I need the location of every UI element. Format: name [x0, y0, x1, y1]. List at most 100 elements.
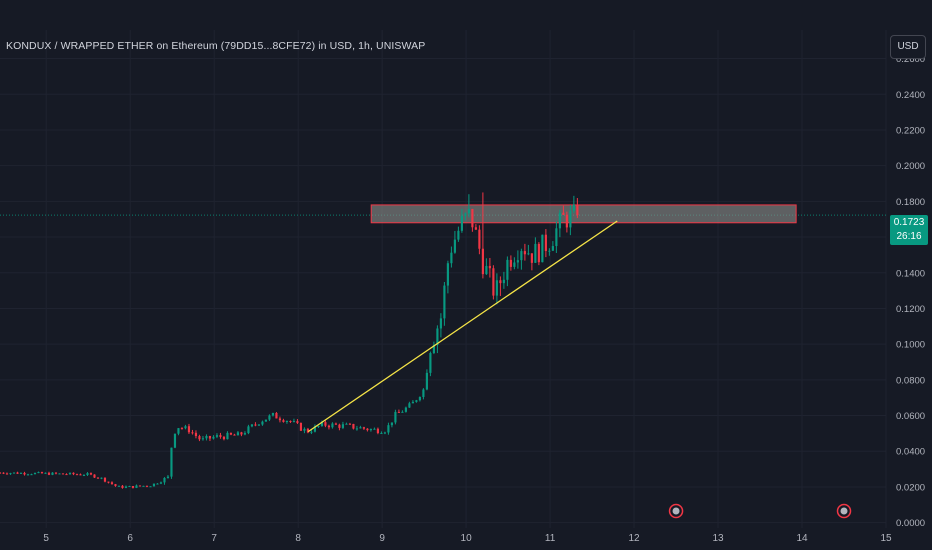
candle-body[interactable]: [341, 424, 345, 428]
candle-body[interactable]: [117, 485, 121, 487]
candle-body[interactable]: [254, 424, 257, 426]
candle-body[interactable]: [306, 428, 310, 433]
candle-body[interactable]: [208, 436, 212, 439]
candle-body[interactable]: [334, 423, 338, 425]
candle-body[interactable]: [82, 475, 86, 477]
candle-body[interactable]: [576, 204, 579, 216]
candle-body[interactable]: [159, 482, 163, 484]
candle-body[interactable]: [425, 372, 428, 390]
candle-body[interactable]: [12, 472, 16, 474]
candle-body[interactable]: [131, 486, 135, 488]
candle-body[interactable]: [61, 473, 65, 475]
candle-body[interactable]: [180, 428, 184, 430]
candle-body[interactable]: [194, 432, 198, 437]
candle-body[interactable]: [250, 424, 254, 427]
candle-body[interactable]: [355, 428, 359, 430]
candle-body[interactable]: [376, 428, 379, 434]
candle-body[interactable]: [229, 432, 233, 435]
candle-body[interactable]: [19, 472, 23, 474]
candle-body[interactable]: [264, 419, 268, 422]
candle-body[interactable]: [436, 328, 439, 345]
candle-body[interactable]: [481, 248, 484, 275]
candle-body[interactable]: [93, 474, 96, 478]
candle-body[interactable]: [474, 227, 477, 230]
candle-body[interactable]: [191, 432, 194, 434]
candle-body[interactable]: [373, 428, 376, 430]
candle-body[interactable]: [121, 485, 124, 488]
candle-body[interactable]: [534, 243, 537, 263]
candle-body[interactable]: [387, 425, 390, 433]
candle-body[interactable]: [527, 253, 530, 255]
candle-body[interactable]: [275, 412, 278, 419]
candle-body[interactable]: [26, 474, 30, 476]
candle-body[interactable]: [261, 421, 264, 425]
candle-body[interactable]: [198, 436, 201, 440]
candle-body[interactable]: [114, 484, 117, 486]
candle-body[interactable]: [135, 485, 138, 488]
candle-body[interactable]: [278, 418, 282, 421]
candle-body[interactable]: [383, 432, 386, 434]
candle-body[interactable]: [110, 482, 114, 485]
candle-body[interactable]: [418, 396, 421, 401]
candle-body[interactable]: [411, 401, 414, 404]
candle-body[interactable]: [68, 472, 72, 475]
candle-body[interactable]: [212, 436, 215, 439]
candle-body[interactable]: [390, 422, 393, 426]
candle-body[interactable]: [152, 483, 156, 487]
candle-body[interactable]: [429, 353, 432, 373]
candle-body[interactable]: [450, 252, 453, 264]
candle-body[interactable]: [65, 474, 68, 476]
candle-body[interactable]: [401, 411, 404, 413]
candle-body[interactable]: [103, 477, 107, 482]
currency-selector-button[interactable]: USD: [890, 35, 926, 59]
candle-body[interactable]: [145, 485, 149, 487]
candle-body[interactable]: [548, 250, 551, 252]
candle-body[interactable]: [51, 472, 54, 475]
candle-body[interactable]: [530, 253, 533, 263]
candle-body[interactable]: [541, 234, 544, 263]
candle-body[interactable]: [100, 477, 103, 479]
candle-body[interactable]: [422, 389, 425, 397]
candle-body[interactable]: [415, 400, 418, 402]
candle-body[interactable]: [555, 228, 558, 247]
candle-body[interactable]: [187, 426, 191, 433]
candle-body[interactable]: [558, 212, 561, 229]
candle-body[interactable]: [89, 473, 93, 475]
candle-body[interactable]: [54, 472, 58, 474]
candle-body[interactable]: [439, 318, 442, 329]
resistance-zone-rectangle[interactable]: [370, 204, 797, 224]
candle-body[interactable]: [289, 421, 292, 423]
candle-body[interactable]: [86, 473, 89, 476]
candle-body[interactable]: [23, 472, 26, 475]
candle-body[interactable]: [205, 436, 208, 439]
candle-body[interactable]: [9, 473, 12, 475]
candle-body[interactable]: [394, 411, 397, 423]
candle-body[interactable]: [509, 259, 512, 267]
candle-body[interactable]: [310, 431, 313, 433]
candle-body[interactable]: [33, 472, 37, 475]
candle-body[interactable]: [0, 472, 2, 474]
candle-body[interactable]: [380, 433, 383, 435]
candle-body[interactable]: [222, 436, 226, 440]
candle-body[interactable]: [16, 472, 19, 474]
candle-body[interactable]: [30, 474, 33, 476]
candle-body[interactable]: [443, 285, 446, 319]
candle-body[interactable]: [348, 423, 352, 425]
candle-body[interactable]: [320, 422, 324, 427]
candle-body[interactable]: [520, 251, 523, 261]
candle-body[interactable]: [107, 481, 110, 483]
candle-body[interactable]: [247, 426, 250, 434]
candle-body[interactable]: [432, 344, 435, 354]
candle-body[interactable]: [142, 485, 145, 487]
candle-body[interactable]: [408, 403, 411, 408]
candle-body[interactable]: [457, 230, 460, 240]
candle-body[interactable]: [446, 263, 449, 286]
candle-body[interactable]: [219, 435, 222, 437]
candle-body[interactable]: [233, 434, 236, 436]
candle-body[interactable]: [257, 424, 261, 426]
candle-body[interactable]: [513, 262, 516, 267]
candle-body[interactable]: [177, 428, 180, 434]
support-trendline[interactable]: [307, 220, 618, 433]
candle-body[interactable]: [166, 476, 170, 478]
